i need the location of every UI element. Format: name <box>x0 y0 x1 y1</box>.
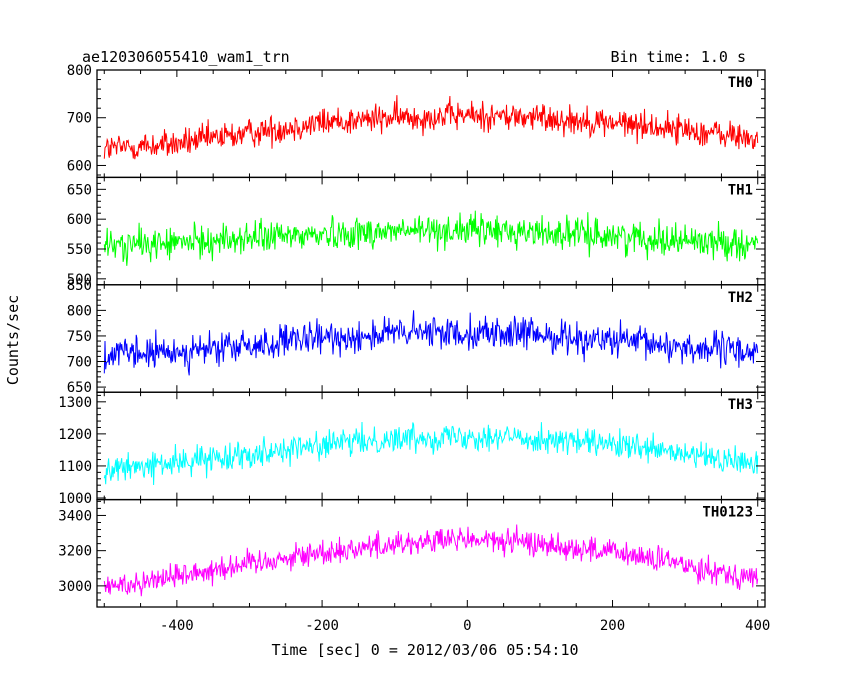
y-tick-label: 800 <box>67 303 92 319</box>
panel-th0123: 3000 3200 3400 TH0123 <box>58 498 766 608</box>
y-axis-label: Counts/sec <box>4 295 22 385</box>
y-tick-label: 750 <box>67 329 92 345</box>
x-tick-label: -200 <box>305 618 339 634</box>
series-line-th0123 <box>103 524 759 597</box>
y-tick-label: 650 <box>67 380 92 396</box>
x-axis: -400 -200 0 200 400 <box>160 618 770 634</box>
panel-th0: 600 700 800 TH0 <box>67 63 766 179</box>
panel-label-th0123: TH0123 <box>702 505 753 521</box>
y-tick-label: 3200 <box>58 544 92 560</box>
x-tick-label: -400 <box>160 618 194 634</box>
x-tick-label: 200 <box>600 618 625 634</box>
panel-th1: 500 550 600 650 TH1 <box>67 176 766 288</box>
y-tick-label: 1200 <box>58 427 92 443</box>
y-tick-label: 1000 <box>58 491 92 507</box>
panel-label-th2: TH2 <box>728 290 753 306</box>
y-tick-label: 3400 <box>58 508 92 524</box>
series-line-th3 <box>103 421 759 486</box>
panel-label-th3: TH3 <box>728 397 753 413</box>
panel-frame <box>96 498 766 608</box>
x-tick-label: 400 <box>745 618 770 634</box>
y-tick-label: 550 <box>67 242 92 258</box>
y-tick-label: 700 <box>67 111 92 127</box>
y-tick-label: 700 <box>67 355 92 371</box>
panels-group: 600 700 800 TH0 500 550 600 650 TH1 650 700 750 800 8… <box>58 63 766 608</box>
y-tick-label: 600 <box>67 212 92 228</box>
y-tick-label: 1100 <box>58 459 92 475</box>
series-line-th0 <box>103 95 759 160</box>
y-tick-label: 850 <box>67 278 92 294</box>
x-axis-label: Time [sec] 0 = 2012/03/06 05:54:10 <box>271 641 578 659</box>
y-tick-label: 600 <box>67 158 92 174</box>
panel-th2: 650 700 750 800 850 TH2 <box>67 278 766 396</box>
panel-label-th0: TH0 <box>728 75 753 91</box>
y-tick-label: 800 <box>67 63 92 79</box>
panel-label-th1: TH1 <box>728 182 753 198</box>
y-tick-label: 500 <box>67 272 92 288</box>
y-tick-label: 650 <box>67 182 92 198</box>
y-tick-label: 3000 <box>58 579 92 595</box>
y-tick-label: 1300 <box>58 395 92 411</box>
panel-th3: 1000 1100 1200 1300 TH3 <box>58 391 766 507</box>
chart-title: ae120306055410_wam1_trn <box>82 48 290 66</box>
series-line-th2 <box>103 310 759 376</box>
x-tick-label: 0 <box>463 618 471 634</box>
bin-time-label: Bin time: 1.0 s <box>611 48 746 66</box>
series-line-th1 <box>103 210 759 266</box>
